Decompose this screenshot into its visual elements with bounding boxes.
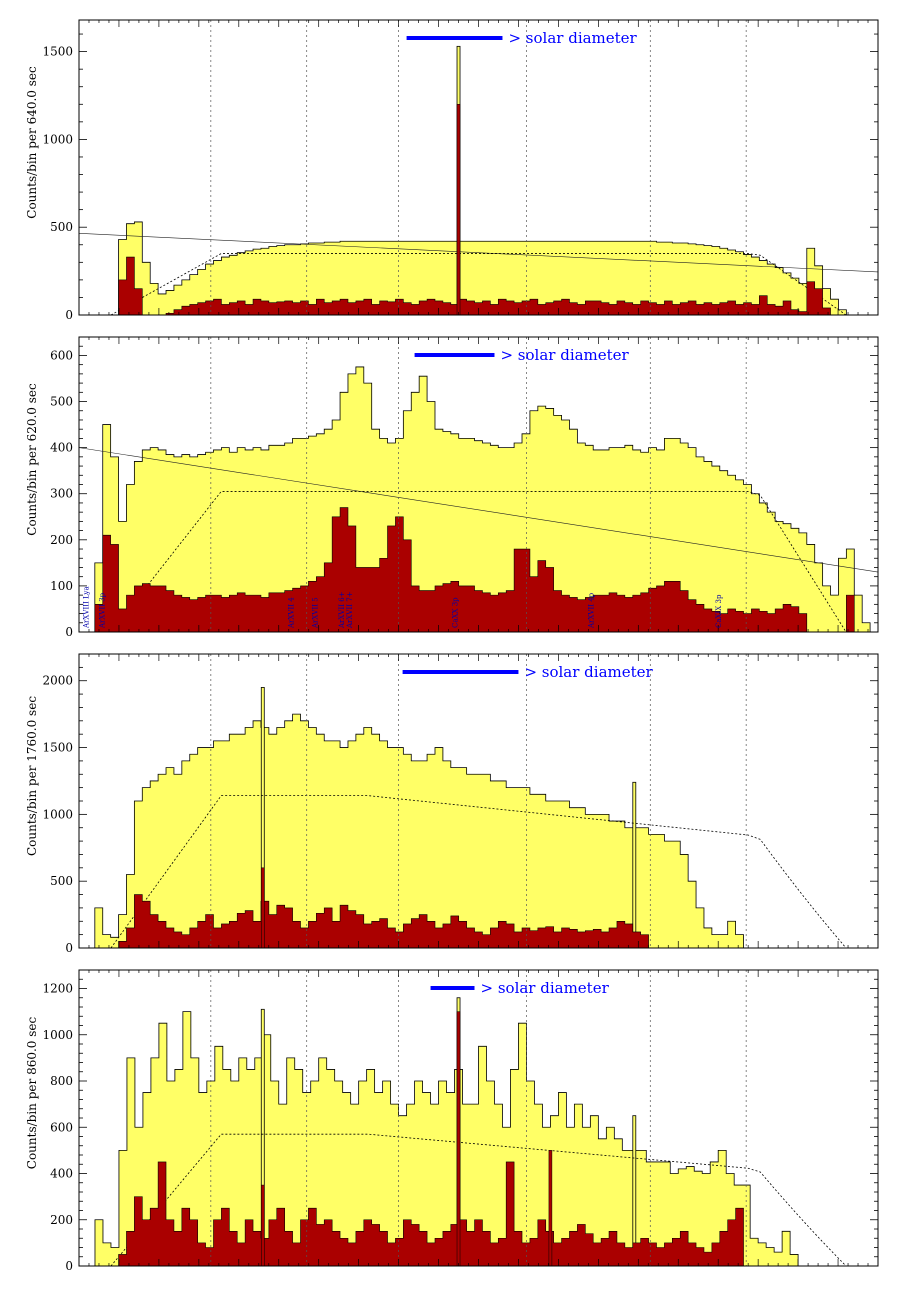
line-id-label: CaXX 3p	[452, 597, 460, 628]
y-tick-label: 0	[65, 308, 73, 322]
y-tick-label: 300	[50, 487, 73, 501]
chart-panel-4: 0 200 400 600 800 1000 1200 Counts/bin per 860.…	[25, 969, 879, 1273]
y-tick-label: 200	[50, 1213, 73, 1227]
total-counts-area	[79, 713, 878, 949]
total-spike-2	[632, 781, 637, 949]
solar-diameter-legend: > solar diameter	[481, 979, 610, 997]
y-tick-label: 1000	[42, 1028, 73, 1042]
solar-diameter-legend: > solar diameter	[500, 346, 629, 364]
y-axis-label: Counts/bin per 620.0 sec	[25, 383, 39, 536]
y-tick-label: 0	[65, 1259, 73, 1273]
model-envelope	[110, 1133, 847, 1267]
y-tick-label: 400	[50, 1167, 73, 1181]
y-tick-label: 800	[50, 1074, 73, 1088]
total-counts-area	[79, 1011, 878, 1267]
line-spike-1	[456, 104, 461, 316]
y-tick-label: 600	[50, 348, 73, 362]
y-tick-label: 100	[50, 579, 73, 593]
line-id-label: ArXVII 3p	[98, 592, 106, 629]
y-axis-label: Counts/bin per 640.0 sec	[25, 66, 39, 219]
y-tick-label: 0	[65, 941, 73, 955]
y-tick-label: 0	[65, 625, 73, 639]
model-envelope	[110, 253, 847, 316]
line-id-label: ArXVII 6+	[338, 591, 346, 629]
y-tick-label: 400	[50, 441, 73, 455]
line-spike-2	[456, 1011, 461, 1267]
line-counts-area	[79, 507, 878, 633]
line-id-label: ArXVIII Lya	[82, 586, 90, 629]
line-id-label: ArXVII 4p	[587, 592, 595, 629]
solar-diameter-legend: > solar diameter	[508, 29, 637, 47]
solar-diameter-legend: > solar diameter	[524, 663, 653, 681]
line-spike-1	[261, 867, 265, 949]
line-spike-1	[261, 1184, 265, 1267]
y-tick-label: 600	[50, 1120, 73, 1134]
y-tick-label: 1000	[42, 807, 73, 821]
total-counts-area	[79, 366, 878, 633]
y-tick-label: 500	[50, 220, 73, 234]
y-tick-label: 2000	[42, 674, 73, 688]
y-axis-label: Counts/bin per 860.0 sec	[25, 1017, 39, 1170]
model-envelope	[110, 491, 847, 633]
chart-panel-2: 0 100 200 300 400 500 600 Counts/bin per 620.0 …	[25, 336, 879, 639]
y-axis-label: Counts/bin per 1760.0 sec	[25, 696, 39, 856]
line-id-label: CaXIX 3p	[715, 594, 723, 628]
line-counts-area	[79, 256, 878, 316]
line-id-label: ArXVII 7+	[346, 591, 354, 629]
continuum-line	[78, 447, 879, 573]
y-tick-label: 200	[50, 533, 73, 547]
y-tick-label: 500	[50, 395, 73, 409]
line-spike-3	[548, 1150, 553, 1267]
y-tick-label: 1500	[42, 45, 73, 59]
y-tick-label: 1200	[42, 982, 73, 996]
line-id-label: ArXVII 4	[288, 597, 296, 629]
y-tick-label: 500	[50, 874, 73, 888]
y-tick-label: 1000	[42, 132, 73, 146]
total-counts-area	[79, 221, 878, 316]
line-id-label: ArXVII 5	[312, 597, 320, 629]
model-envelope	[110, 795, 847, 949]
continuum-line	[78, 233, 879, 273]
y-tick-label: 1500	[42, 741, 73, 755]
